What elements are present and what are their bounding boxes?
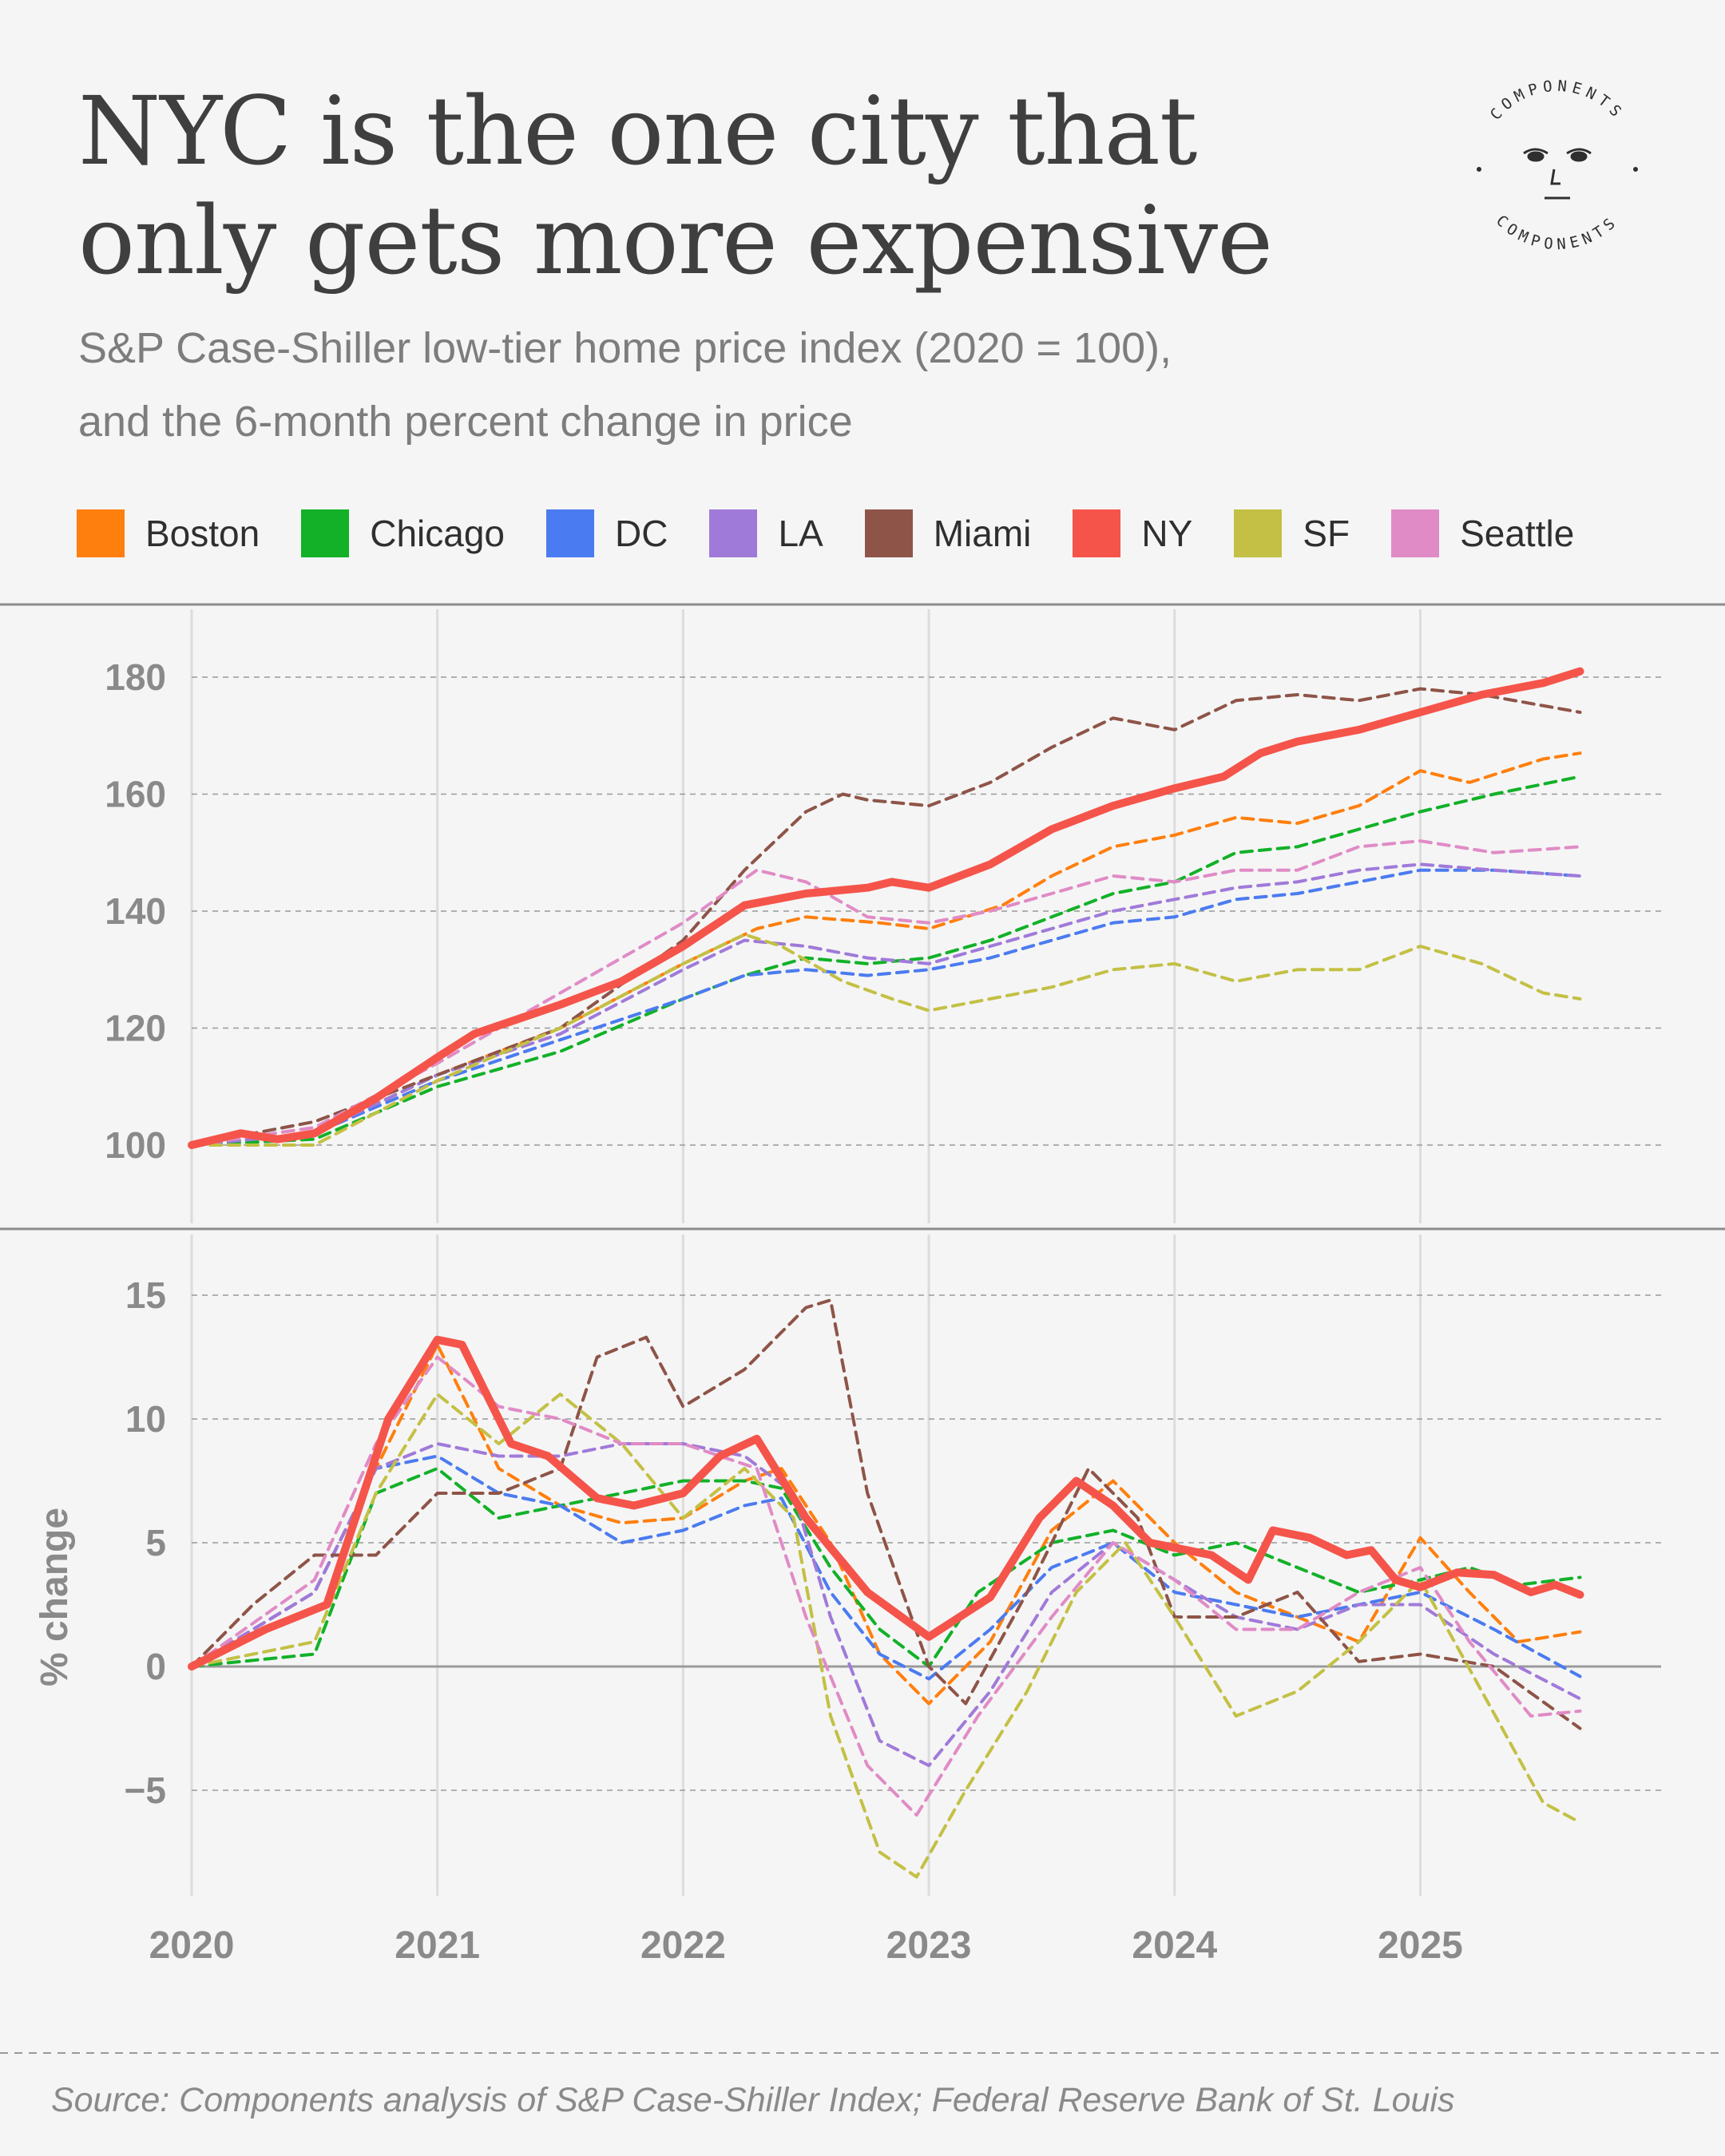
legend-swatch bbox=[864, 509, 913, 557]
series-line-boston-index bbox=[190, 751, 1582, 1147]
title-line-1: NYC is the one city that bbox=[78, 76, 1197, 186]
series-line-ny-index bbox=[188, 667, 1584, 1149]
series-line-seattle-pct bbox=[190, 1355, 1582, 1817]
y-tick-label: −5 bbox=[125, 1770, 166, 1811]
legend-swatch bbox=[1234, 509, 1283, 557]
legend-swatch bbox=[1073, 509, 1121, 557]
y-tick-label: 0 bbox=[145, 1646, 166, 1687]
legend-label: Miami bbox=[933, 513, 1032, 554]
y-tick-label: 180 bbox=[105, 656, 166, 698]
title-line-2: only gets more expensive bbox=[78, 185, 1273, 295]
subtitle-line-2: and the 6-month percent change in price bbox=[78, 398, 853, 446]
y-tick-label: 100 bbox=[105, 1124, 166, 1166]
legend-item-la: LA bbox=[709, 509, 823, 557]
series-line-seattle-index bbox=[190, 839, 1582, 1147]
legend-label: Seattle bbox=[1460, 513, 1575, 554]
series-line-chicago-index bbox=[190, 775, 1582, 1147]
series-line-miami-pct bbox=[190, 1298, 1582, 1730]
legend-label: LA bbox=[778, 513, 823, 554]
x-tick-label: 2023 bbox=[886, 1924, 972, 1967]
x-tick-label: 2020 bbox=[149, 1924, 235, 1967]
y-tick-label: 5 bbox=[145, 1522, 166, 1563]
series-line-ny-pct bbox=[188, 1335, 1584, 1671]
series-line-boston-pct bbox=[190, 1343, 1582, 1706]
series-line-sf-index bbox=[190, 933, 1582, 1147]
y-tick-label: 120 bbox=[105, 1008, 166, 1049]
legend-label: SF bbox=[1303, 513, 1350, 554]
y-tick-label: 140 bbox=[105, 890, 166, 932]
y-tick-label: 15 bbox=[125, 1274, 166, 1316]
legend: Boston Chicago DC LA Miami NY SF Seattle bbox=[77, 508, 1658, 559]
legend-label: NY bbox=[1141, 513, 1193, 554]
x-tick-label: 2025 bbox=[1378, 1924, 1463, 1967]
x-tick-label: 2022 bbox=[640, 1924, 726, 1967]
chart-subtitle: S&P Case-Shiller low-tier home price ind… bbox=[78, 311, 1452, 458]
series-line-dc-pct bbox=[190, 1454, 1582, 1681]
y-axis-label: % change bbox=[34, 1508, 76, 1686]
legend-swatch bbox=[301, 509, 350, 557]
series-line-dc-index bbox=[190, 868, 1582, 1147]
face-icon bbox=[1523, 148, 1592, 200]
x-tick-label: 2021 bbox=[395, 1924, 480, 1967]
legend-item-seattle: Seattle bbox=[1391, 509, 1574, 557]
subtitle-line-1: S&P Case-Shiller low-tier home price ind… bbox=[78, 324, 1172, 372]
x-tick-label: 2024 bbox=[1132, 1924, 1217, 1967]
legend-swatch bbox=[709, 509, 758, 557]
y-tick-label: 10 bbox=[125, 1398, 166, 1440]
legend-item-miami: Miami bbox=[864, 509, 1032, 557]
series-line-miami-index bbox=[190, 687, 1582, 1147]
source-note: Source: Components analysis of S&P Case-… bbox=[51, 2081, 1455, 2119]
legend-label: Chicago bbox=[370, 513, 505, 554]
legend-item-chicago: Chicago bbox=[301, 509, 505, 557]
legend-label: DC bbox=[615, 513, 668, 554]
legend-swatch bbox=[546, 509, 594, 557]
components-logo: COMPONENTS COMPONENTS bbox=[1477, 77, 1638, 253]
series-line-sf-pct bbox=[190, 1393, 1582, 1879]
series-line-la-index bbox=[190, 862, 1582, 1147]
legend-item-dc: DC bbox=[546, 509, 668, 557]
legend-item-sf: SF bbox=[1234, 509, 1350, 557]
legend-item-boston: Boston bbox=[77, 509, 260, 557]
legend-item-ny: NY bbox=[1073, 509, 1192, 557]
legend-label: Boston bbox=[145, 513, 260, 554]
series-line-la-pct bbox=[190, 1442, 1582, 1767]
chart-title: NYC is the one city that only gets more … bbox=[78, 77, 1436, 295]
y-tick-label: 160 bbox=[105, 774, 166, 815]
legend-swatch bbox=[77, 509, 125, 557]
legend-swatch bbox=[1391, 509, 1440, 557]
series-line-chicago-pct bbox=[190, 1467, 1582, 1668]
